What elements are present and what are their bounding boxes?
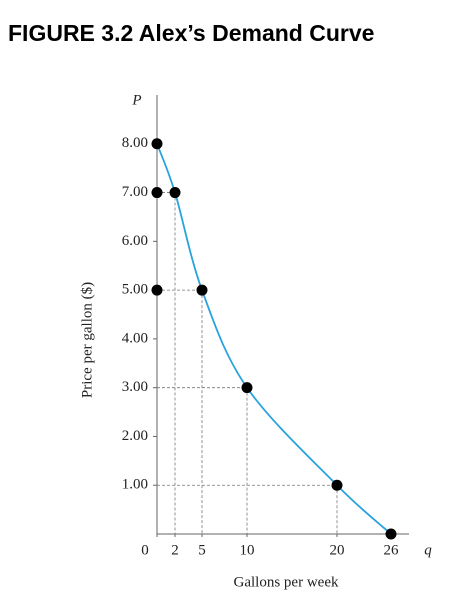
- data-point: [196, 284, 208, 296]
- data-point: [169, 187, 181, 199]
- y-tick-label: 3.00: [122, 379, 148, 395]
- x-tick-label: 26: [384, 542, 400, 558]
- y-tick-label: 5.00: [122, 282, 148, 298]
- data-point: [385, 528, 397, 540]
- data-point: [151, 284, 163, 296]
- x-tick-label: 20: [330, 542, 345, 558]
- x-tick-label: 5: [198, 542, 206, 558]
- data-point: [241, 382, 253, 394]
- x-tick-label: 10: [240, 542, 255, 558]
- y-axis-label: Price per gallon ($): [79, 282, 95, 398]
- x-tick-label: 2: [171, 542, 179, 558]
- y-tick-label: 8.00: [122, 135, 148, 151]
- x-symbol: q: [424, 542, 432, 558]
- x-axis-label: Gallons per week: [234, 574, 339, 590]
- y-tick-label: 6.00: [122, 233, 148, 249]
- data-point: [151, 138, 163, 150]
- y-tick-label: 4.00: [122, 330, 148, 346]
- data-point: [151, 187, 163, 199]
- y-symbol: P: [131, 92, 141, 108]
- demand-curve: [156, 143, 392, 535]
- y-tick-label: 7.00: [122, 184, 148, 200]
- y-tick-label: 1.00: [122, 477, 148, 493]
- x-tick-label: 0: [141, 542, 149, 558]
- chart-title: FIGURE 3.2 Alex’s Demand Curve: [8, 20, 374, 46]
- data-point: [331, 479, 343, 491]
- y-tick-label: 2.00: [122, 428, 148, 444]
